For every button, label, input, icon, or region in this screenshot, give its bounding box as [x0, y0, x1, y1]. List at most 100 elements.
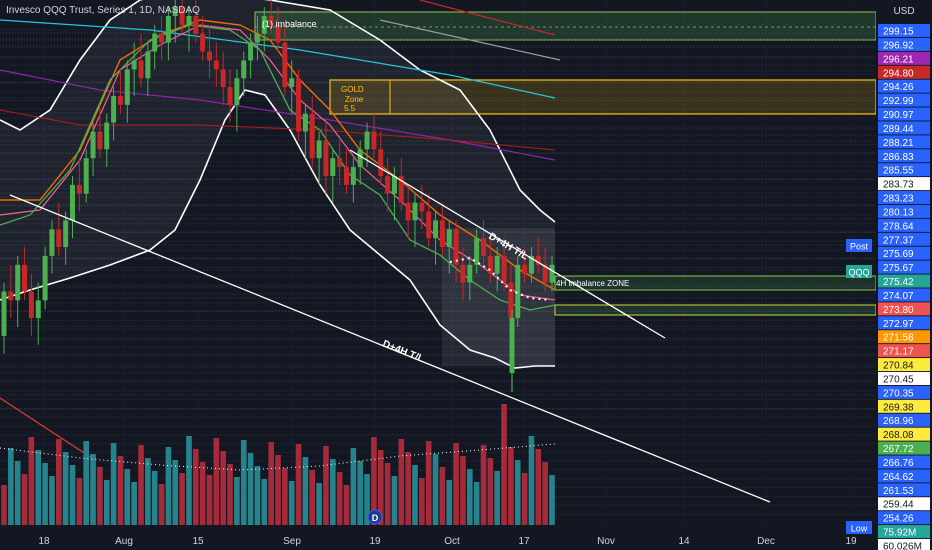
volume-bar: [467, 469, 473, 525]
volume-bar: [364, 474, 370, 525]
candle-body: [323, 140, 329, 176]
volume-bar: [542, 462, 548, 525]
x-tick-label: Sep: [283, 536, 301, 547]
trendline-red: [0, 397, 96, 461]
side-tag-low: Low: [851, 524, 868, 534]
x-tick-label: 15: [192, 536, 204, 547]
price-label: 270.84: [883, 361, 914, 372]
ma-grey: [379, 19, 561, 61]
volume-bar: [97, 467, 103, 525]
candle-body: [179, 7, 185, 25]
volume-bar: [28, 437, 35, 525]
candle-body: [426, 211, 432, 239]
candle-body: [474, 238, 480, 265]
price-label: 275.67: [883, 263, 914, 274]
candle-body: [487, 255, 493, 274]
price-label-bg: [878, 525, 930, 539]
price-label-bg: [878, 79, 930, 93]
volume-bar: [302, 457, 309, 525]
candle-body: [535, 255, 541, 265]
candle-body: [159, 33, 165, 43]
x-tick-label: Nov: [597, 536, 615, 547]
volume-bar: [8, 448, 14, 525]
price-label-bg: [878, 51, 930, 65]
price-label-bg: [878, 385, 930, 399]
candle-body: [104, 122, 110, 150]
candle-body: [481, 238, 486, 256]
price-label-bg: [878, 399, 930, 413]
price-label: 269.38: [883, 402, 914, 413]
trendline-upper: [349, 149, 666, 339]
price-label: 264.62: [883, 472, 914, 483]
price-label-bg: [878, 260, 930, 274]
candle-body: [371, 131, 377, 150]
volume-bar: [220, 451, 226, 525]
candle-body: [22, 264, 28, 292]
price-label-bg: [878, 65, 930, 79]
volume-bar: [179, 473, 185, 525]
chart-title: Invesco QQQ Trust, Series 1, 1D, NASDAQ: [6, 5, 200, 16]
candles: [1, 0, 555, 354]
price-label-bg: [878, 232, 930, 246]
annotation-imbalance: (1) imbalance: [262, 19, 317, 29]
candle-body: [528, 255, 534, 274]
side-tag-bg: [846, 239, 872, 252]
candle-body: [131, 60, 137, 70]
candle-body: [412, 202, 418, 221]
volume-bar: [336, 472, 343, 525]
price-label: 280.13: [883, 207, 914, 218]
volume-bar: [76, 478, 83, 525]
candle-body: [391, 175, 397, 194]
price-label-bg: [878, 204, 930, 218]
volume-bar: [316, 483, 322, 525]
volume-bar: [158, 484, 165, 525]
price-label-bg: [878, 330, 930, 344]
candle-body: [172, 7, 178, 17]
candle-body: [433, 220, 439, 239]
volume-bar: [343, 485, 350, 525]
price-label: 299.15: [883, 27, 914, 38]
candle-body: [8, 291, 14, 301]
price-label: 283.23: [883, 194, 914, 205]
volume-bar: [282, 468, 288, 525]
volume-bar: [480, 445, 487, 525]
volume-bar: [254, 466, 261, 525]
candle-body: [364, 131, 370, 150]
candle-body: [213, 60, 219, 70]
candle-body: [302, 113, 308, 132]
price-label-bg: [878, 441, 930, 455]
candle-body: [241, 60, 247, 79]
volume-bar: [103, 480, 110, 525]
price-label-bg: [878, 539, 930, 550]
price-label: 254.26: [883, 514, 914, 525]
volume-bar: [473, 482, 480, 525]
annotation-tl-lower: D+4H T/L: [381, 339, 426, 366]
volume-bar: [151, 471, 158, 525]
annotation-zone: Zone: [345, 95, 364, 104]
volume-bar: [384, 463, 391, 525]
volume-bar: [69, 465, 76, 525]
candle-body: [220, 69, 226, 88]
candle-body: [344, 167, 349, 185]
candle-body: [124, 69, 130, 105]
price-label: 283.73: [883, 180, 914, 191]
ma-purple: [0, 69, 556, 161]
candle-body: [145, 51, 151, 79]
imbalance-zone-top: [254, 11, 877, 41]
volume-ma: [0, 443, 556, 471]
candle-body: [549, 264, 555, 283]
price-label-bg: [878, 455, 930, 469]
price-label-bg: [878, 121, 930, 135]
volume-bar: [268, 442, 274, 525]
price-label: 271.58: [883, 333, 914, 344]
price-label-bg: [878, 218, 930, 232]
price-label-bg: [878, 483, 930, 497]
price-label: 277.37: [883, 235, 914, 246]
volume-bar: [508, 447, 514, 525]
gold-zone: [329, 79, 877, 115]
candle-body: [28, 291, 34, 319]
volume-bar: [261, 479, 268, 525]
bollinger-fill: [0, 0, 555, 368]
candle-body: [254, 33, 260, 43]
